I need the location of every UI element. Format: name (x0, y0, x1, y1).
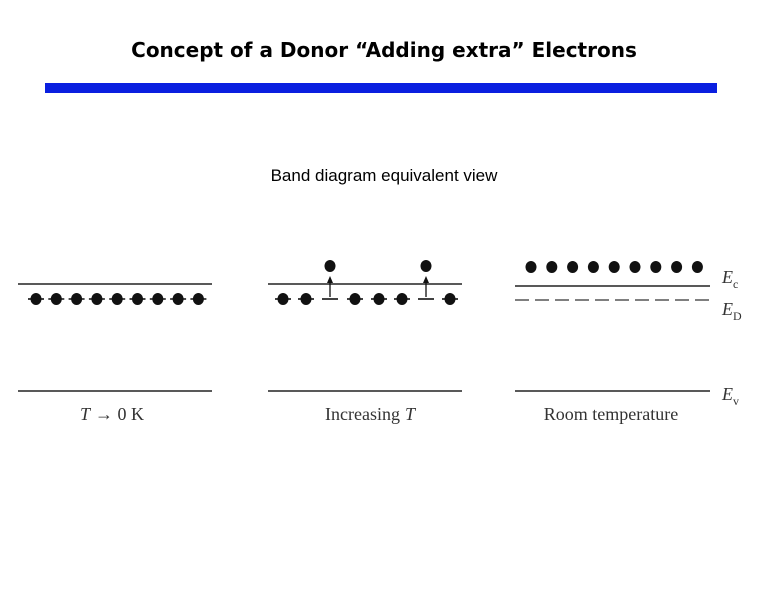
electron (420, 260, 432, 272)
level-subscript: D (733, 309, 742, 323)
arrow-head (423, 276, 429, 283)
panel-caption: Room temperature (544, 404, 678, 424)
title-bar (45, 83, 717, 93)
electron (546, 261, 558, 273)
electron (71, 293, 83, 305)
electron (50, 293, 62, 305)
electron (650, 261, 662, 273)
electron (629, 261, 641, 273)
panel-caption: Increasing T (325, 404, 417, 424)
electron (152, 293, 164, 305)
level-label: ED (721, 299, 742, 323)
electron (691, 261, 703, 273)
electron (525, 261, 537, 273)
level-symbol: E (721, 299, 733, 319)
electron (91, 293, 103, 305)
panel-caption: T → 0 K (80, 404, 144, 424)
electron (300, 293, 312, 305)
electron (30, 293, 42, 305)
electron (671, 261, 683, 273)
caption-part: T (405, 404, 417, 424)
caption-part: Increasing (325, 404, 400, 424)
electron (172, 293, 184, 305)
electron (111, 293, 123, 305)
subtitle: Band diagram equivalent view (271, 166, 499, 185)
electron (277, 293, 289, 305)
electron (608, 261, 620, 273)
level-label: Ev (721, 384, 739, 408)
level-symbol: E (721, 384, 733, 404)
level-subscript: c (733, 277, 738, 291)
band-diagram: T → 0 K Increasing T Room temperature Ec E… (18, 260, 742, 424)
electron (396, 293, 408, 305)
level-label: Ec (721, 267, 738, 291)
electron (324, 260, 336, 272)
level-symbol: E (721, 267, 733, 287)
electron (132, 293, 143, 305)
level-subscript: v (733, 394, 739, 408)
caption-part: Room temperature (544, 404, 678, 424)
electron (567, 261, 579, 273)
electron (192, 293, 204, 305)
caption-part: → 0 K (95, 404, 144, 424)
electron (349, 293, 361, 305)
caption-part: T (80, 404, 92, 424)
electron (587, 261, 599, 273)
electron (444, 293, 456, 305)
electron (373, 293, 385, 305)
slide-title: Concept of a Donor “Adding extra” Electr… (131, 38, 637, 62)
arrow-head (327, 276, 333, 283)
